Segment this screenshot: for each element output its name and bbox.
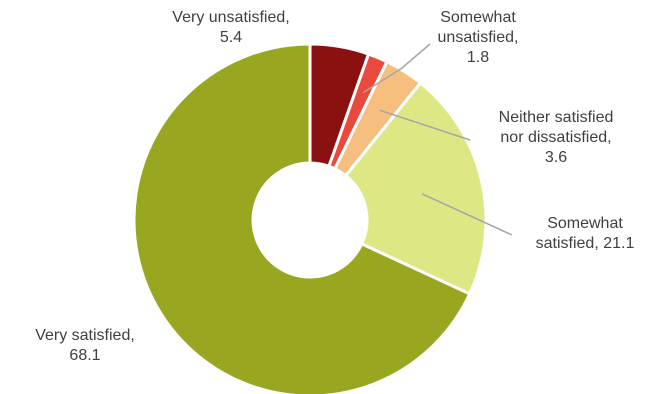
slice-label-neither: Neither satisfied nor dissatisfied, 3.6 — [476, 108, 636, 168]
label-line: 5.4 — [219, 29, 243, 46]
slice-label-somewhat-unsatisfied: Somewhat unsatisfied, 1.8 — [418, 8, 538, 68]
slice-label-somewhat-satisfied: Somewhat satisfied, 21.1 — [520, 214, 650, 254]
slice-label-very-satisfied: Very satisfied, 68.1 — [0, 326, 170, 366]
leader-line-neither-satisfied-nor-dissatisfied — [379, 109, 471, 141]
label-line: Somewhat — [440, 9, 516, 26]
slice-label-very-unsatisfied: Very unsatisfied, 5.4 — [146, 8, 316, 48]
label-line: nor dissatisfied, — [500, 129, 612, 146]
label-line: Very satisfied, — [35, 327, 135, 344]
label-line: 68.1 — [69, 347, 101, 364]
label-line: unsatisfied, — [437, 29, 519, 46]
label-line: Very unsatisfied, — [172, 9, 290, 26]
label-line: Somewhat — [547, 215, 623, 232]
slice-somewhat-satisfied — [344, 81, 488, 296]
slice-very-satisfied — [132, 42, 472, 394]
leader-line-somewhat-unsatisfied — [362, 43, 431, 94]
label-line: Neither satisfied — [498, 109, 614, 126]
label-line: satisfied, 21.1 — [535, 235, 635, 252]
label-line: 3.6 — [544, 149, 568, 166]
label-line: 1.8 — [466, 49, 490, 66]
leader-line-somewhat-satisfied — [421, 193, 513, 236]
